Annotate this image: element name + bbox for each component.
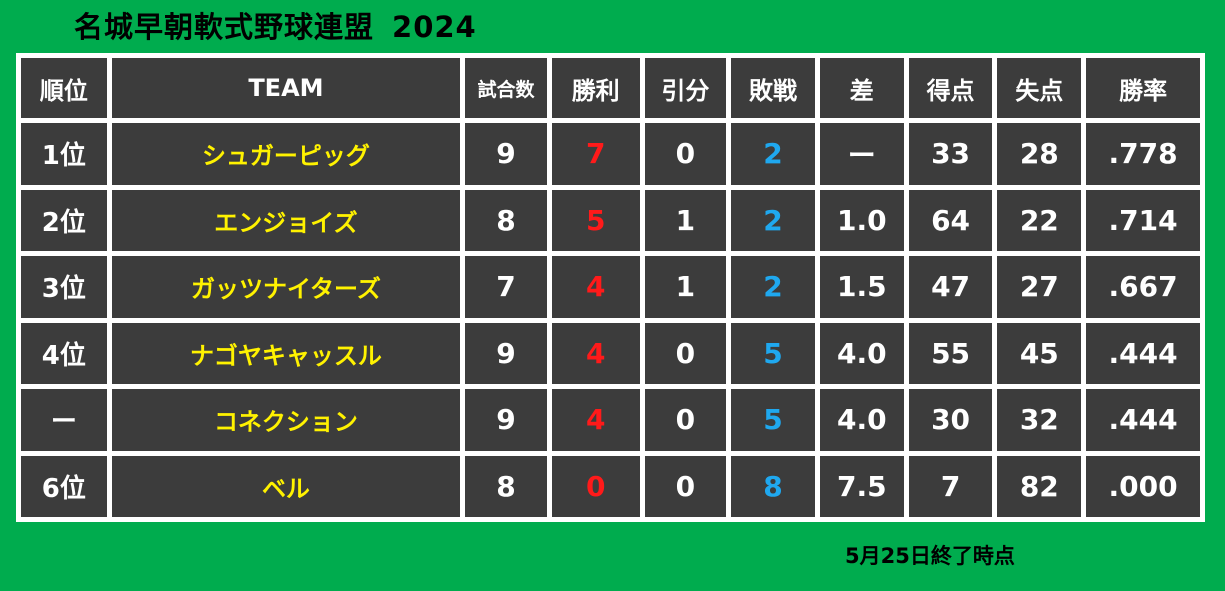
cell-draws: 1 xyxy=(644,189,727,251)
cell-games: 8 xyxy=(465,189,547,251)
cell-games: 7 xyxy=(465,256,547,318)
cell-rank: 4位 xyxy=(21,322,107,384)
cell-team: コネクション xyxy=(111,389,461,451)
cell-win-pct: .444 xyxy=(1086,389,1200,451)
cell-losses: 5 xyxy=(731,389,815,451)
cell-draws: 0 xyxy=(644,123,727,185)
cell-runs-allowed: 45 xyxy=(997,322,1082,384)
cell-games: 9 xyxy=(465,123,547,185)
cell-win-pct: .667 xyxy=(1086,256,1200,318)
cell-runs-scored: 55 xyxy=(908,322,993,384)
cell-runs-scored: 30 xyxy=(908,389,993,451)
cell-wins: 7 xyxy=(551,123,640,185)
header-rank: 順位 xyxy=(21,58,107,118)
table-row: 1位 シュガーピッグ 9 7 0 2 ー 33 28.778 xyxy=(21,123,1200,185)
page-title: 名城早朝軟式野球連盟 2024 xyxy=(74,4,477,46)
cell-losses: 8 xyxy=(731,455,815,517)
cell-team: シュガーピッグ xyxy=(111,123,461,185)
cell-games-behind: 4.0 xyxy=(819,389,904,451)
cell-runs-allowed: 27 xyxy=(997,256,1082,318)
cell-team: ナゴヤキャッスル xyxy=(111,322,461,384)
cell-runs-scored: 33 xyxy=(908,123,993,185)
cell-win-pct: .000 xyxy=(1086,455,1200,517)
cell-rank: 6位 xyxy=(21,455,107,517)
cell-runs-scored: 7 xyxy=(908,455,993,517)
header-games: 試合数 xyxy=(465,58,547,118)
cell-losses: 2 xyxy=(731,189,815,251)
cell-rank: ー xyxy=(21,389,107,451)
cell-runs-scored: 64 xyxy=(908,189,993,251)
cell-wins: 4 xyxy=(551,256,640,318)
header-team: TEAM xyxy=(111,58,461,118)
cell-runs-allowed: 32 xyxy=(997,389,1082,451)
cell-runs-allowed: 28 xyxy=(997,123,1082,185)
cell-games: 8 xyxy=(465,455,547,517)
cell-win-pct: .778 xyxy=(1086,123,1200,185)
cell-rank: 3位 xyxy=(21,256,107,318)
league-name: 名城早朝軟式野球連盟 xyxy=(74,10,375,44)
header-runs-scored: 得点 xyxy=(908,58,993,118)
cell-wins: 4 xyxy=(551,322,640,384)
standings-table-container: 順位 TEAM 試合数 勝利 引分 敗戦差得点 失点 勝率 1位 シュガーピッグ 9 7 0 2 ー 33 2… xyxy=(16,53,1205,522)
table-row: 2位 エンジョイズ 8 5 1 2 1.0 64 22.714 xyxy=(21,189,1200,251)
cell-losses: 5 xyxy=(731,322,815,384)
cell-runs-allowed: 22 xyxy=(997,189,1082,251)
cell-games-behind: 1.5 xyxy=(819,256,904,318)
cell-games-behind: ー xyxy=(819,123,904,185)
table-row: ーコネクション 9 4 0 5 4.0 30 32.444 xyxy=(21,389,1200,451)
cell-win-pct: .444 xyxy=(1086,322,1200,384)
as-of-date: 5月25日終了時点 xyxy=(845,544,1015,568)
cell-runs-allowed: 82 xyxy=(997,455,1082,517)
cell-rank: 2位 xyxy=(21,189,107,251)
table-row: 6位 ベル 8 0 0 8 7.5 7 82.000 xyxy=(21,455,1200,517)
cell-wins: 4 xyxy=(551,389,640,451)
header-losses: 敗戦 xyxy=(731,58,815,118)
cell-games-behind: 4.0 xyxy=(819,322,904,384)
cell-rank: 1位 xyxy=(21,123,107,185)
cell-runs-scored: 47 xyxy=(908,256,993,318)
cell-team: ガッツナイターズ xyxy=(111,256,461,318)
cell-draws: 1 xyxy=(644,256,727,318)
header-wins: 勝利 xyxy=(551,58,640,118)
cell-draws: 0 xyxy=(644,322,727,384)
cell-draws: 0 xyxy=(644,389,727,451)
table-row: 4位 ナゴヤキャッスル 9 4 0 5 4.0 55 45.444 xyxy=(21,322,1200,384)
cell-games-behind: 1.0 xyxy=(819,189,904,251)
cell-team: エンジョイズ xyxy=(111,189,461,251)
cell-games: 9 xyxy=(465,322,547,384)
cell-games-behind: 7.5 xyxy=(819,455,904,517)
header-win-pct: 勝率 xyxy=(1086,58,1200,118)
cell-wins: 0 xyxy=(551,455,640,517)
cell-losses: 2 xyxy=(731,256,815,318)
cell-wins: 5 xyxy=(551,189,640,251)
standings-table: 順位 TEAM 試合数 勝利 引分 敗戦差得点 失点 勝率 1位 シュガーピッグ 9 7 0 2 ー 33 2… xyxy=(16,53,1205,522)
header-games-behind: 差 xyxy=(819,58,904,118)
cell-win-pct: .714 xyxy=(1086,189,1200,251)
season-year: 2024 xyxy=(392,10,477,44)
header-row: 順位 TEAM 試合数 勝利 引分 敗戦差得点 失点 勝率 xyxy=(21,58,1200,118)
header-runs-allowed: 失点 xyxy=(997,58,1082,118)
header-draws: 引分 xyxy=(644,58,727,118)
table-row: 3位 ガッツナイターズ 7 4 1 2 1.5 47 27.667 xyxy=(21,256,1200,318)
cell-games: 9 xyxy=(465,389,547,451)
cell-draws: 0 xyxy=(644,455,727,517)
cell-team: ベル xyxy=(111,455,461,517)
cell-losses: 2 xyxy=(731,123,815,185)
